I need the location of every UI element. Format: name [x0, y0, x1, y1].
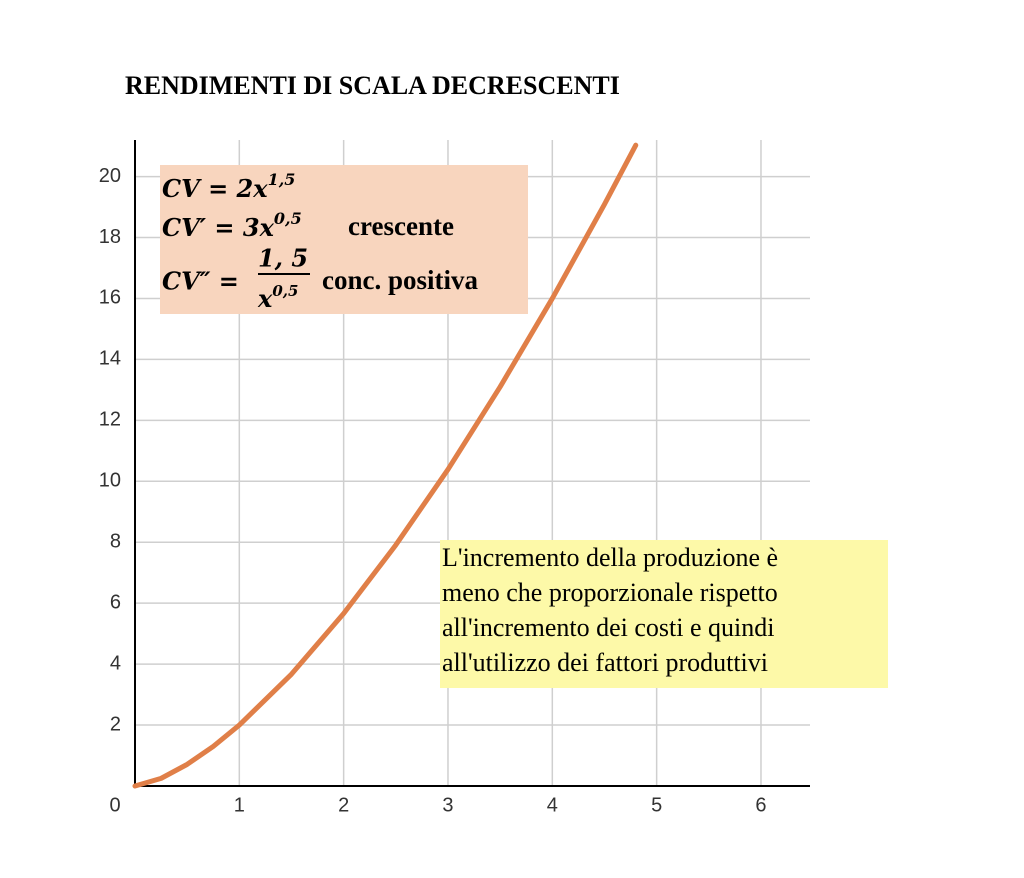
formula-note: crescente — [348, 211, 454, 241]
y-tick-label: 18 — [99, 226, 121, 248]
formula-numerator: 1, 5 — [258, 244, 308, 273]
y-tick-label: 16 — [99, 287, 121, 309]
chart-title: RENDIMENTI DI SCALA DECRESCENTI — [125, 71, 620, 100]
formula-text: CV′ = 3x — [162, 213, 275, 242]
formula-text: CV = 2x — [162, 174, 268, 203]
formula: CV = 2x1,5 — [162, 170, 295, 203]
formula-sup: 1,5 — [268, 170, 296, 189]
note-line: all'utilizzo dei fattori produttivi — [442, 648, 768, 677]
formula-sup: 0,5 — [274, 209, 302, 228]
y-tick-label: 4 — [110, 652, 121, 674]
x-tick-label: 6 — [755, 794, 766, 816]
x-tick-label: 4 — [547, 794, 558, 816]
formula-box — [160, 165, 528, 314]
formula-denominator: x0,5 — [257, 282, 298, 313]
note-box — [440, 540, 888, 688]
y-tick-label: 20 — [99, 165, 121, 187]
x-tick-label: 0 — [109, 794, 120, 816]
note-line: all'incremento dei costi e quindi — [442, 613, 774, 642]
formula-sup: 0,5 — [272, 282, 298, 300]
x-tick-label: 2 — [338, 794, 349, 816]
x-tick-label: 5 — [651, 794, 662, 816]
line — [132, 142, 639, 789]
y-tick-label: 12 — [99, 409, 121, 431]
y-tick-label: 8 — [110, 531, 121, 553]
x-tick-label: 3 — [442, 794, 453, 816]
y-tick-label: 10 — [99, 470, 121, 492]
formula: CV′ = 3x0,5 — [162, 209, 302, 242]
x-tick-label: 1 — [234, 794, 245, 816]
y-tick-label: 2 — [110, 713, 121, 735]
formula-note: conc. positiva — [322, 265, 479, 295]
note-line: meno che proporzionale rispetto — [442, 578, 778, 607]
note-line: L'incremento della produzione è — [442, 543, 778, 572]
formula: CV″ = — [162, 267, 239, 296]
y-tick-label: 14 — [99, 348, 121, 370]
formula-text: x — [257, 284, 273, 313]
y-tick-label: 6 — [110, 591, 121, 613]
